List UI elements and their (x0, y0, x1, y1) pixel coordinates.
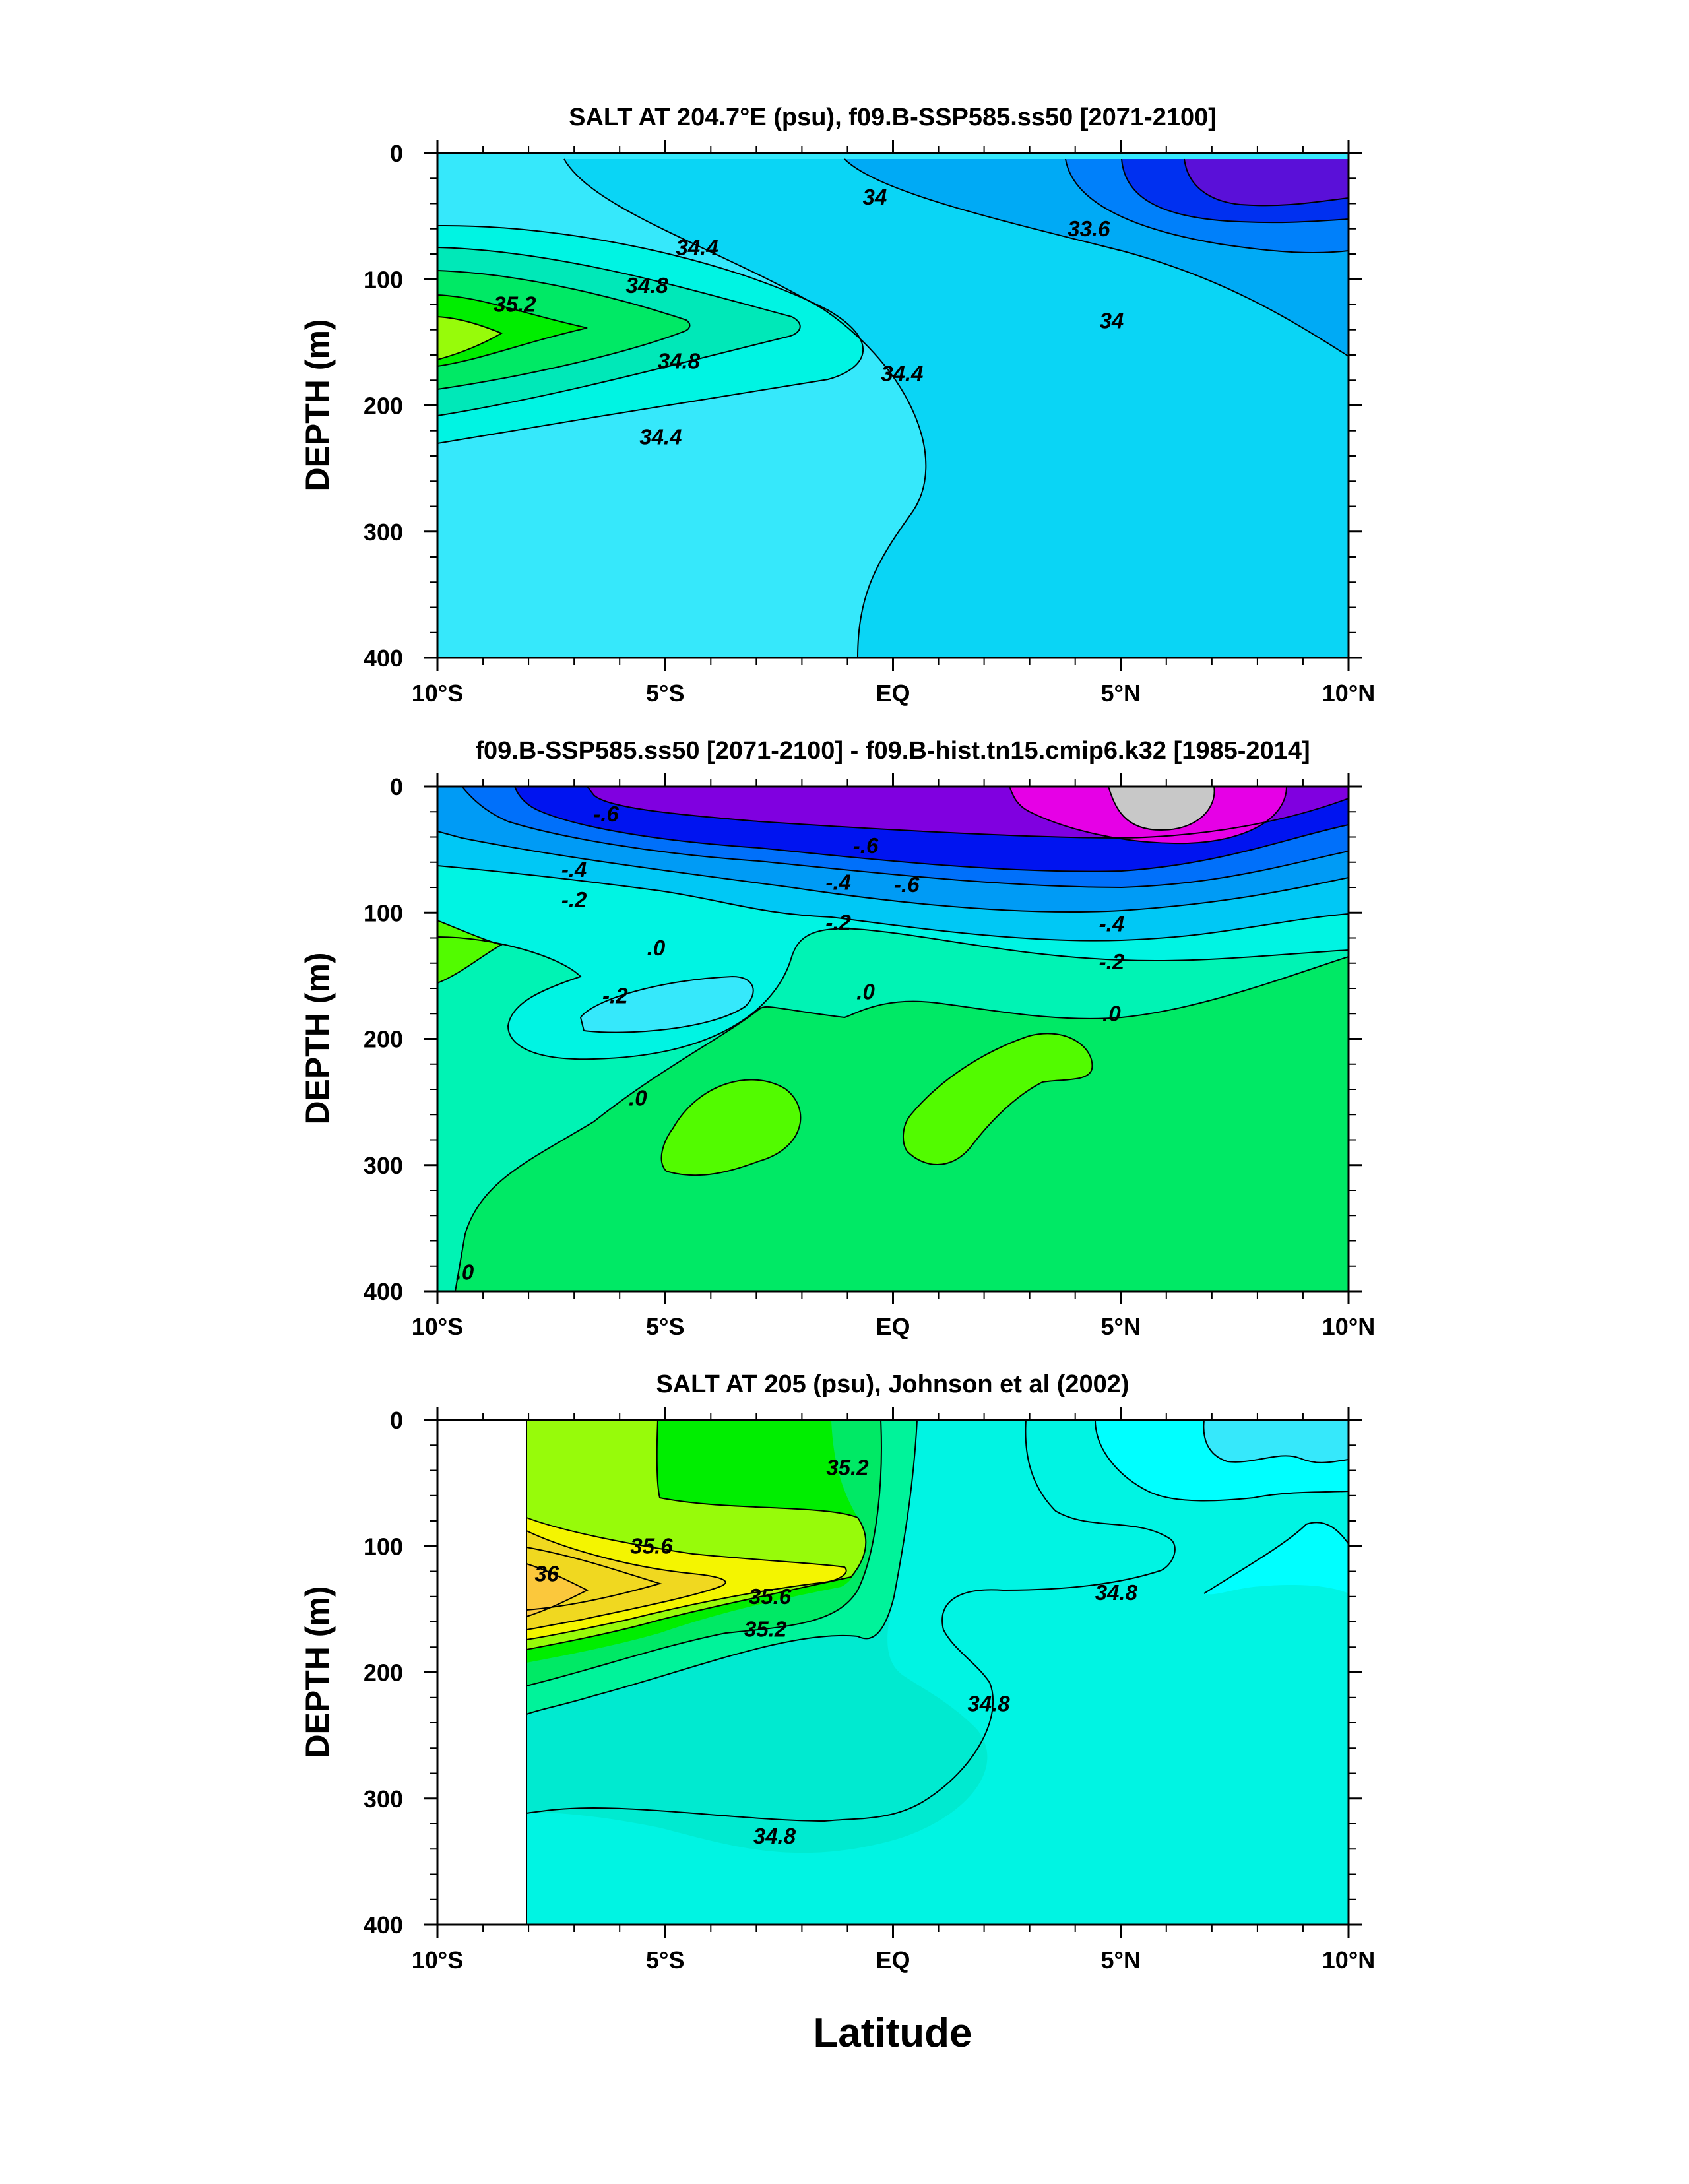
contour-label: 35.2 (494, 292, 536, 317)
contour-label: .0 (629, 1085, 647, 1110)
y-tick-label: 300 (364, 519, 403, 546)
x-tick-label: 10°N (1322, 1313, 1375, 1340)
panel-3-ticks: 10°S 5°S EQ 5°N 10°N 0 100 200 300 400 (364, 1407, 1375, 1974)
x-tick-label: 5°N (1101, 1313, 1141, 1340)
y-tick-label: 0 (390, 140, 403, 167)
panel-2-ylabel: DEPTH (m) (299, 952, 336, 1124)
contour-label: 35.2 (744, 1617, 787, 1641)
panel-3-contour-lines (526, 1420, 1349, 1925)
x-tick-label: 10°N (1322, 1946, 1375, 1974)
x-tick-label: 5°N (1101, 1946, 1141, 1974)
x-tick-label: EQ (876, 680, 910, 707)
y-tick-label: 200 (364, 393, 403, 420)
contour-label: 34.8 (967, 1691, 1010, 1716)
x-tick-label: 10°N (1322, 680, 1375, 707)
y-tick-label: 400 (364, 645, 403, 672)
panel-1-ticks: 10°S 5°S EQ 5°N 10°N 0 100 200 300 400 (364, 140, 1375, 707)
contour-label: 34.4 (639, 424, 682, 449)
contour-label: -.4 (1099, 911, 1125, 936)
x-tick-label: 5°S (646, 1946, 684, 1974)
y-tick-label: 200 (364, 1659, 403, 1686)
contour-label: 34.8 (658, 349, 701, 373)
panel-2-contour-field (437, 787, 1349, 1291)
panel-1: SALT AT 204.7°E (psu), f09.B-SSP585.ss50… (299, 104, 1375, 707)
panel-1-contour-lines (437, 158, 1349, 658)
panel-3-contour-labels: 36 35.6 35.6 35.2 35.2 34.8 34.8 34.8 (534, 1456, 1137, 1848)
contour-label: .0 (856, 980, 875, 1004)
contour-label: -.6 (894, 872, 920, 897)
contour-label: -.4 (561, 857, 587, 882)
panel-1-ylabel: DEPTH (m) (299, 319, 336, 491)
x-tick-label: EQ (876, 1313, 910, 1340)
panel-3-title: SALT AT 205 (psu), Johnson et al (2002) (656, 1370, 1129, 1398)
contour-label: .0 (647, 936, 666, 960)
panel-1-title: SALT AT 204.7°E (psu), f09.B-SSP585.ss50… (569, 104, 1217, 131)
y-tick-label: 100 (364, 266, 403, 293)
contour-label: 34.4 (881, 362, 923, 386)
contour-label: 34 (863, 185, 887, 209)
contour-label: 33.6 (1068, 216, 1110, 241)
x-tick-label: 10°S (412, 680, 463, 707)
x-tick-label: 5°N (1101, 680, 1141, 707)
y-tick-label: 300 (364, 1152, 403, 1179)
panel-2-ticks: 10°S 5°S EQ 5°N 10°N 0 100 200 300 400 (364, 773, 1375, 1340)
y-tick-label: 300 (364, 1785, 403, 1813)
x-tick-label: 10°S (412, 1313, 463, 1340)
panel-1-contour-labels: 35.2 34.8 34.4 34.8 34.4 34 34.4 33.6 34 (494, 185, 1124, 449)
contour-label: 35.6 (749, 1584, 792, 1609)
contour-label: .0 (456, 1260, 474, 1284)
x-tick-label: 5°S (646, 1313, 684, 1340)
x-axis-label: Latitude (813, 2010, 972, 2056)
contour-label: -.6 (853, 833, 879, 858)
panel-2-title: f09.B-SSP585.ss50 [2071-2100] - f09.B-hi… (475, 737, 1310, 765)
panel-2-contour-labels: -.6-.6-.6-.4-.4-.4-.2-.2-.2.0-.2.0.0.0.0 (456, 802, 1125, 1284)
panel-3-contour-field (437, 1420, 1349, 1925)
y-tick-label: 0 (390, 1407, 403, 1434)
contour-label: 34.8 (626, 273, 669, 298)
contour-label: -.2 (1099, 949, 1125, 974)
x-tick-label: 10°S (412, 1946, 463, 1974)
x-tick-label: EQ (876, 1946, 910, 1974)
y-tick-label: 0 (390, 773, 403, 800)
panel-3-ylabel: DEPTH (m) (299, 1586, 336, 1758)
contour-label: 35.6 (630, 1533, 673, 1558)
contour-label: 34.8 (1095, 1580, 1138, 1605)
contour-label: 34.8 (753, 1824, 796, 1848)
panel-2: f09.B-SSP585.ss50 [2071-2100] - f09.B-hi… (299, 737, 1375, 1340)
y-tick-label: 100 (364, 1533, 403, 1560)
panel-1-contour-field (437, 153, 1349, 658)
contour-label: -.4 (825, 870, 851, 894)
contour-label: 34.4 (676, 235, 718, 259)
contour-label: -.6 (593, 802, 619, 826)
x-tick-label: 5°S (646, 680, 684, 707)
panel-3: SALT AT 205 (psu), Johnson et al (2002) (299, 1370, 1375, 1974)
contour-label: 34 (1100, 308, 1124, 333)
contour-label: -.2 (561, 887, 587, 912)
panel-2-contour-lines (437, 787, 1349, 1291)
y-tick-label: 400 (364, 1278, 403, 1305)
y-tick-label: 200 (364, 1026, 403, 1053)
contour-label: -.2 (825, 911, 851, 935)
y-tick-label: 100 (364, 899, 403, 926)
contour-label: 35.2 (826, 1456, 869, 1480)
contour-label: 36 (534, 1561, 559, 1586)
contour-label: .0 (1102, 1001, 1121, 1025)
y-tick-label: 400 (364, 1911, 403, 1939)
contour-label: -.2 (602, 983, 628, 1008)
